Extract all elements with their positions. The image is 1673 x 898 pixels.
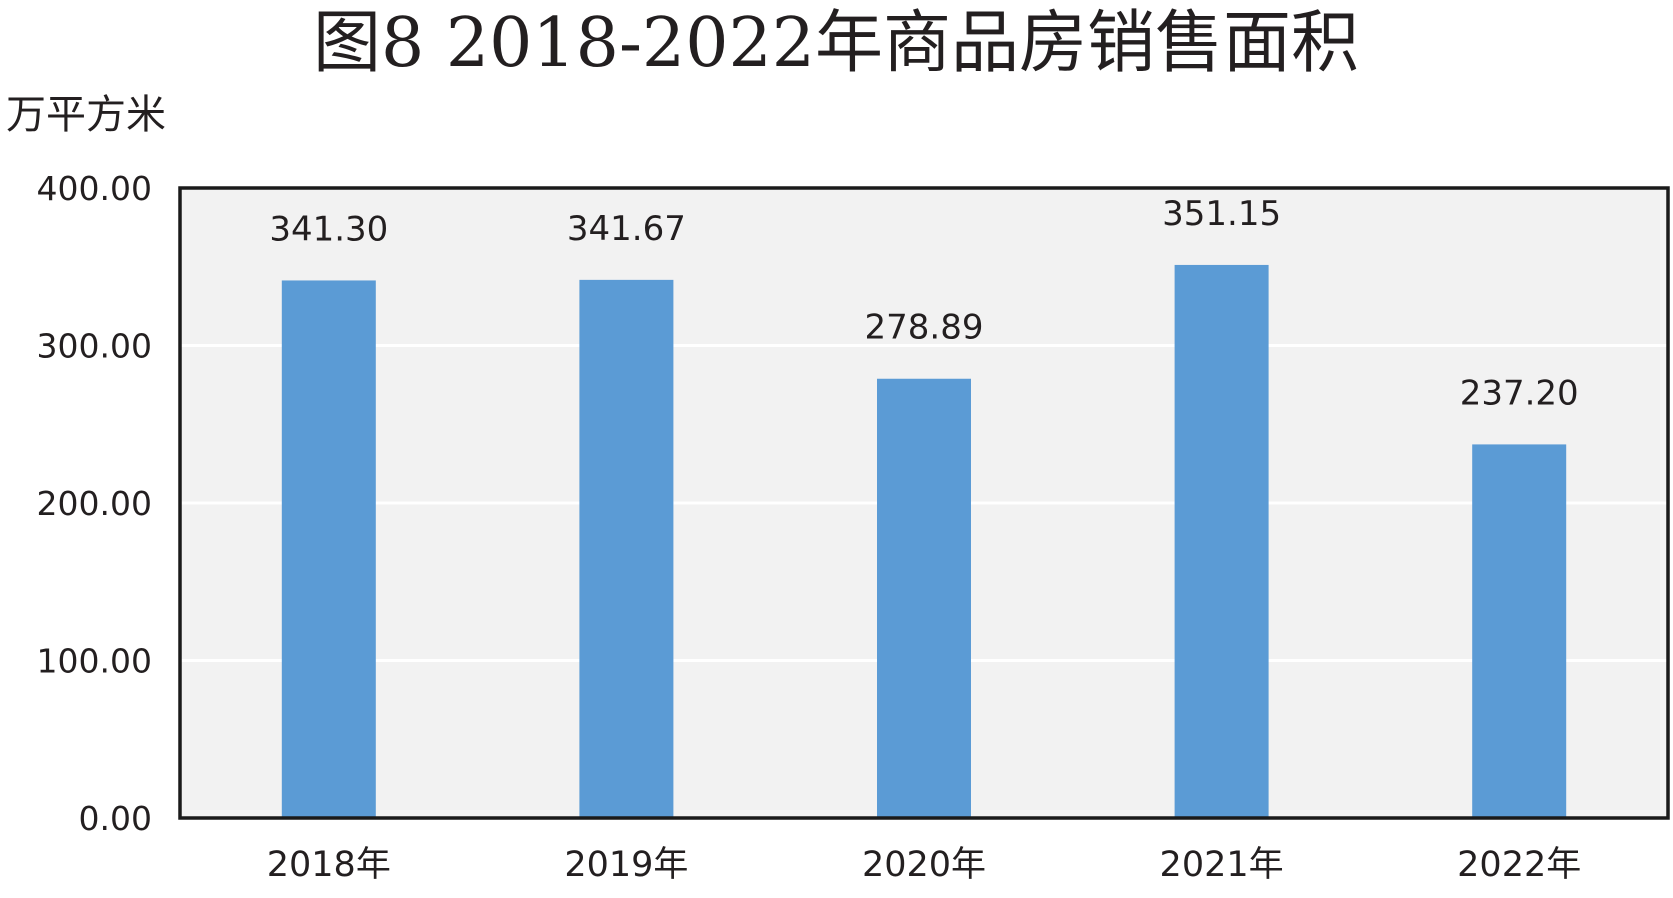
y-tick-label: 400.00: [37, 169, 152, 208]
y-axis-unit-label: 万平方米: [6, 92, 166, 138]
data-label: 237.20: [1460, 373, 1579, 413]
data-labels: 341.30 341.67 278.89 351.15 237.20: [269, 194, 1578, 413]
x-tick-label: 2019年: [564, 845, 688, 885]
y-tick-label: 300.00: [37, 327, 152, 366]
bar: [1174, 264, 1269, 819]
y-tick-label: 0.00: [79, 799, 152, 838]
data-label: 341.30: [269, 209, 388, 249]
y-tick-label: 100.00: [37, 642, 152, 681]
data-label: 278.89: [865, 308, 984, 348]
plot-frame: [178, 186, 1670, 820]
x-tick-label: 2022年: [1457, 845, 1581, 885]
data-label: 351.15: [1162, 194, 1281, 234]
bar: [877, 378, 971, 818]
x-tick-label: 2021年: [1160, 845, 1284, 885]
y-tick-label: 200.00: [37, 484, 152, 523]
chart-title: 图8 2018-2022年商品房销售面积: [313, 4, 1359, 83]
y-axis-ticks: 0.00 100.00 200.00 300.00 400.00: [37, 169, 152, 838]
bars: [281, 264, 1567, 819]
x-tick-label: 2020年: [862, 845, 986, 885]
bar: [579, 279, 674, 818]
bar: [281, 280, 376, 818]
x-tick-label: 2018年: [267, 845, 391, 885]
x-axis-ticks: 2018年 2019年 2020年 2021年 2022年: [267, 845, 1581, 885]
data-label: 341.67: [567, 209, 686, 249]
bar: [1472, 444, 1567, 818]
